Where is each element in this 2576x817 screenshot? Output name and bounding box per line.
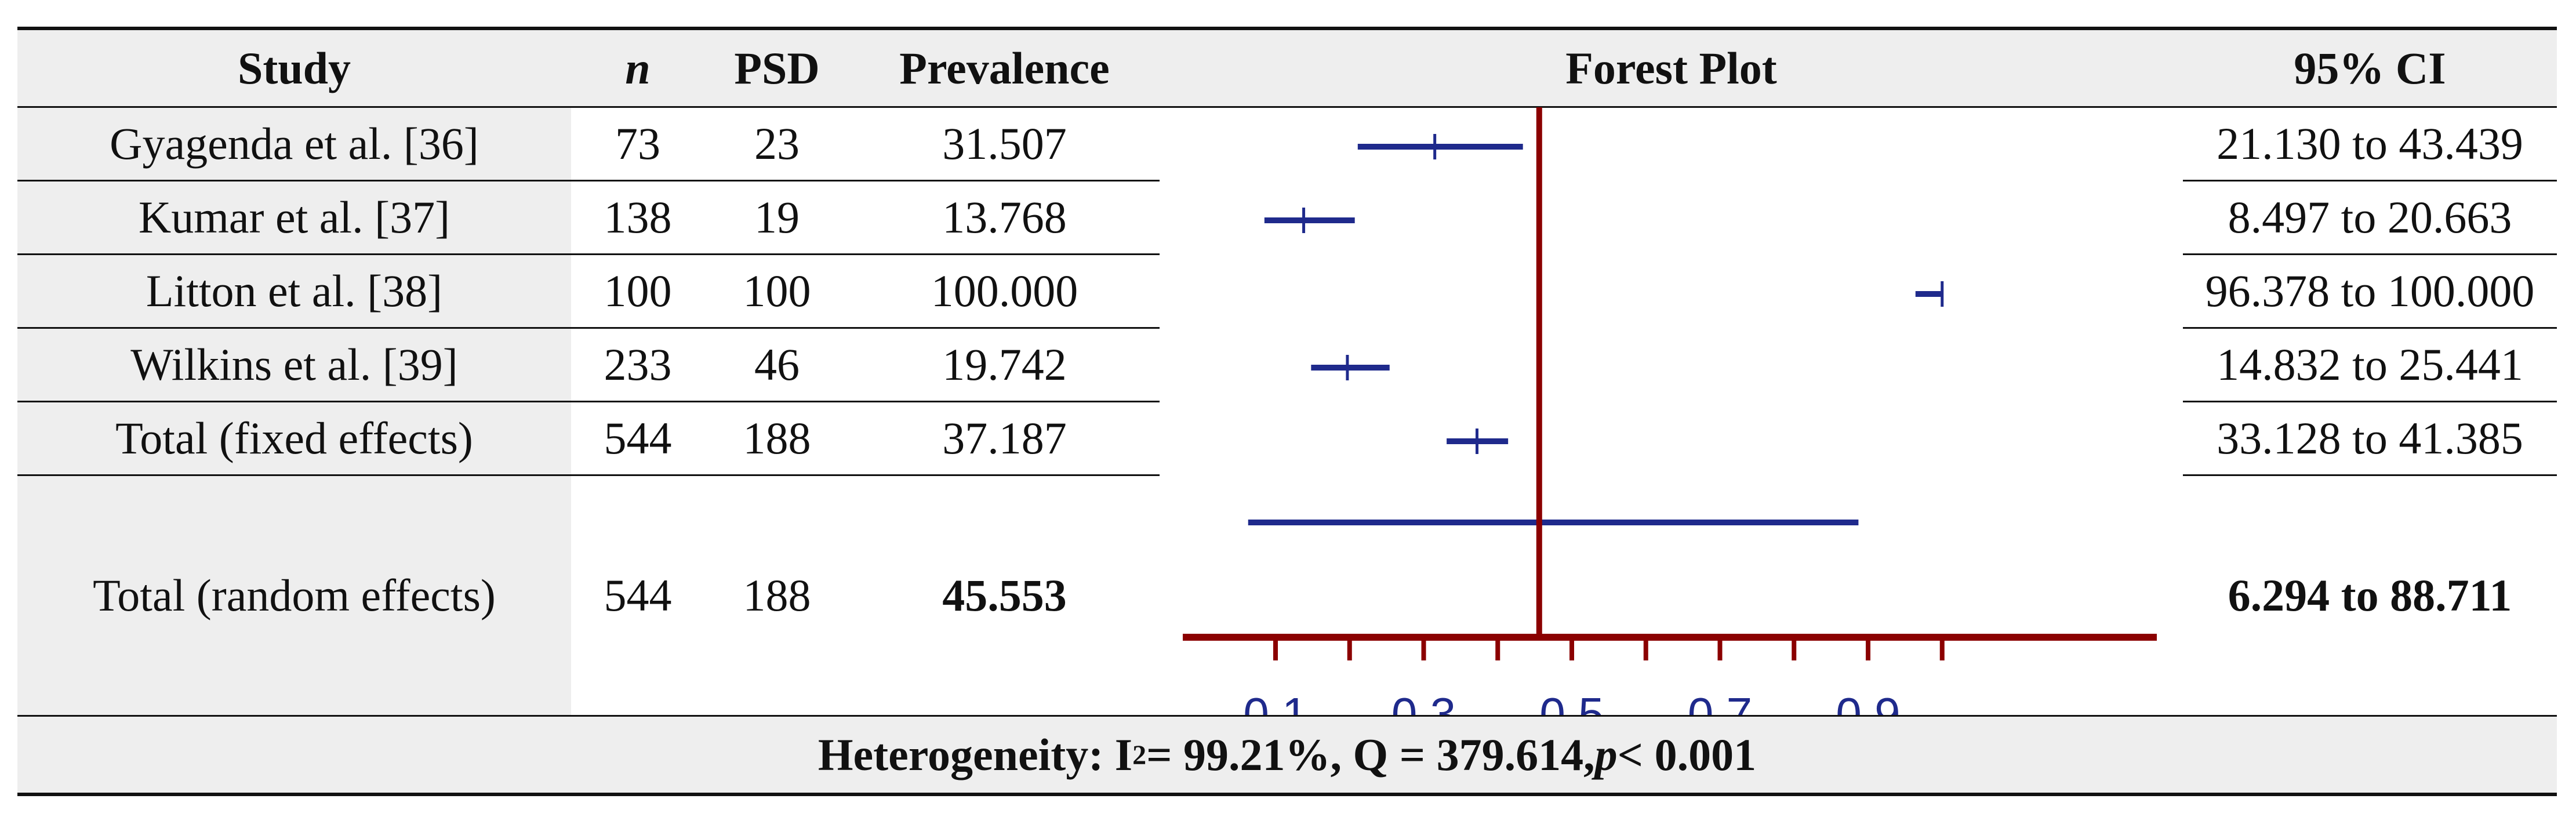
row-2-study: Litton et al. [38] bbox=[146, 265, 443, 316]
x-tick-label-0: 0.1 bbox=[1243, 688, 1307, 715]
row-3-prevalence: 19.742 bbox=[942, 339, 1067, 390]
bottom-rule bbox=[17, 793, 2557, 796]
row-rule-1-ci bbox=[2183, 180, 2557, 181]
header-study: Study bbox=[237, 42, 351, 93]
footer-top-rule bbox=[17, 715, 2557, 717]
header-prevalence: Prevalence bbox=[899, 42, 1110, 93]
row-3-study: Wilkins et al. [39] bbox=[130, 339, 458, 390]
row-rule-2 bbox=[17, 253, 1160, 255]
row-rule-4 bbox=[17, 401, 1160, 402]
x-tick-label-1: 0.3 bbox=[1391, 688, 1456, 715]
footer-i2-value: = 99.21%, Q = 379.614, bbox=[1146, 729, 1595, 780]
footer-prefix: Heterogeneity: I bbox=[818, 729, 1133, 780]
row-rule-5-ci bbox=[2183, 474, 2557, 476]
header-forest-plot: Forest Plot bbox=[1565, 42, 1777, 93]
row-3-psd: 46 bbox=[754, 339, 800, 390]
row-4-ci: 33.128 to 41.385 bbox=[2217, 412, 2523, 463]
row-0-n: 73 bbox=[615, 118, 660, 169]
row-0-ci: 21.130 to 43.439 bbox=[2217, 118, 2523, 169]
row-2-ci: 96.378 to 100.000 bbox=[2205, 265, 2535, 316]
row-4-prevalence: 37.187 bbox=[942, 412, 1067, 463]
row-4-psd: 188 bbox=[743, 412, 811, 463]
row-rule-3-ci bbox=[2183, 327, 2557, 329]
header-psd: PSD bbox=[734, 42, 820, 93]
row-rule-4-ci bbox=[2183, 401, 2557, 402]
row-rule-1 bbox=[17, 180, 1160, 181]
forest-plot-chart: 0.1 0.3 0.5 0.7 0.9 bbox=[1183, 107, 2157, 715]
row-1-ci: 8.497 to 20.663 bbox=[2228, 191, 2512, 242]
footer-p-value: < 0.001 bbox=[1617, 729, 1757, 780]
row-rule-3 bbox=[17, 327, 1160, 329]
row-1-prevalence: 13.768 bbox=[942, 191, 1067, 242]
row-5-study: Total (random effects) bbox=[93, 569, 496, 620]
row-rule-5 bbox=[17, 474, 1160, 476]
row-5-n: 544 bbox=[604, 569, 672, 620]
row-4-study: Total (fixed effects) bbox=[115, 412, 473, 463]
row-2-n: 100 bbox=[604, 265, 672, 316]
footer-p-symbol: p bbox=[1594, 729, 1618, 780]
row-0-study: Gyagenda et al. [36] bbox=[110, 118, 479, 169]
row-5-ci: 6.294 to 88.711 bbox=[2228, 569, 2512, 620]
row-5-prevalence: 45.553 bbox=[942, 569, 1067, 620]
row-1-psd: 19 bbox=[754, 191, 800, 242]
x-tick-label-4: 0.9 bbox=[1836, 688, 1900, 715]
row-5-psd: 188 bbox=[743, 569, 811, 620]
row-1-n: 138 bbox=[604, 191, 672, 242]
x-tick-label-3: 0.7 bbox=[1688, 688, 1752, 715]
top-rule bbox=[17, 27, 2557, 30]
header-95-ci: 95% CI bbox=[2294, 42, 2446, 93]
row-2-psd: 100 bbox=[743, 265, 811, 316]
x-tick-label-2: 0.5 bbox=[1539, 688, 1604, 715]
row-2-prevalence: 100.000 bbox=[931, 265, 1078, 316]
row-1-study: Kumar et al. [37] bbox=[138, 191, 450, 242]
study-column-shade bbox=[17, 107, 571, 716]
row-4-n: 544 bbox=[604, 412, 672, 463]
header-shade bbox=[17, 29, 2557, 107]
row-3-ci: 14.832 to 25.441 bbox=[2217, 339, 2523, 390]
header-rule bbox=[17, 106, 2557, 108]
header-n: n bbox=[625, 42, 651, 93]
footer-shade bbox=[17, 716, 2557, 794]
row-0-prevalence: 31.507 bbox=[942, 118, 1067, 169]
row-3-n: 233 bbox=[604, 339, 672, 390]
footer-superscript: 2 bbox=[1132, 739, 1147, 771]
row-0-psd: 23 bbox=[754, 118, 800, 169]
row-rule-2-ci bbox=[2183, 253, 2557, 255]
